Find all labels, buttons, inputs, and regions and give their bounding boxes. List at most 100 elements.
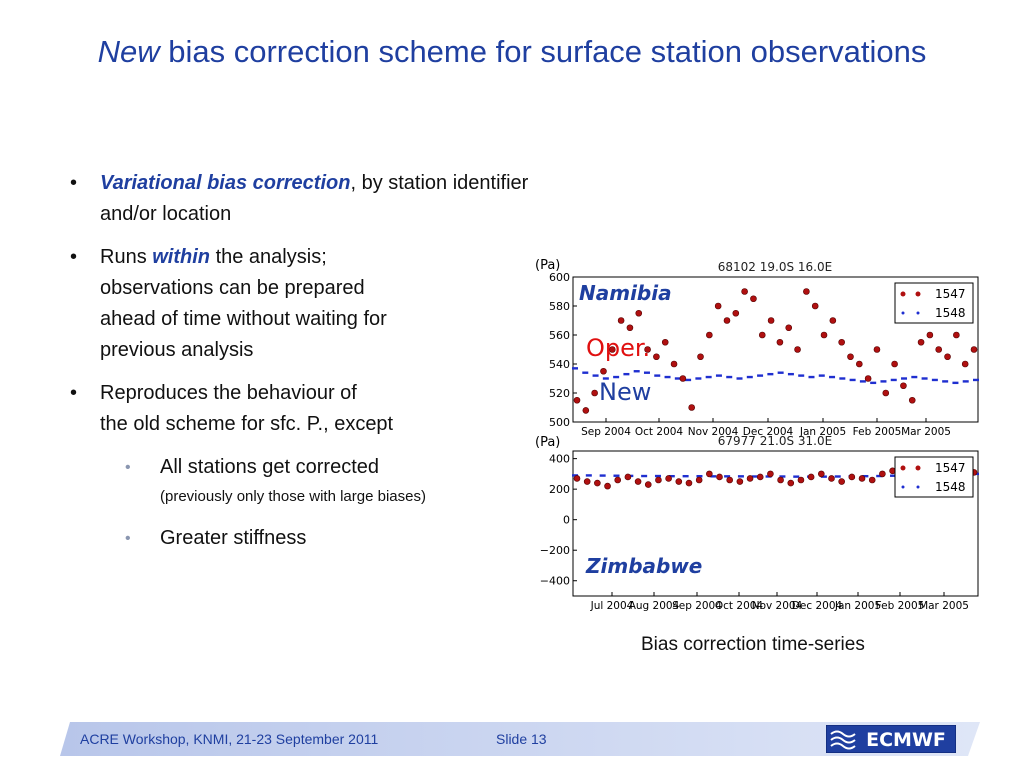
point-1548 [664, 375, 671, 379]
station-label: Zimbabwe [585, 554, 702, 578]
point-1548 [582, 371, 589, 374]
point-1547 [644, 481, 652, 488]
y-tick-label: 600 [549, 271, 570, 284]
point-1547 [829, 317, 837, 324]
point-1548 [715, 374, 722, 377]
point-1547 [675, 478, 683, 485]
point-1548 [901, 377, 908, 380]
x-tick-label: Oct 2004 [635, 426, 684, 438]
y-axis-ticks: 500 520 540 560 580 600 [549, 271, 577, 429]
subbullet-1-text: All stations get corrected [160, 456, 379, 478]
legend-marker-1547 [900, 291, 906, 297]
x-tick-label: Sep 2004 [672, 600, 722, 612]
point-1547 [736, 478, 744, 485]
point-1548 [818, 374, 825, 377]
point-1547 [873, 346, 881, 353]
legend-marker-1548 [916, 311, 920, 315]
chart-title: 68102 19.0S 16.0E [718, 260, 832, 274]
title-emphasis: New [97, 34, 160, 69]
x-tick-label: Mar 2005 [901, 426, 951, 438]
point-1547 [746, 475, 754, 482]
point-1547 [891, 360, 898, 368]
point-1548 [654, 374, 661, 377]
point-1548 [787, 372, 794, 376]
point-1547 [573, 396, 581, 404]
point-1548 [643, 371, 650, 374]
station-label: Namibia [579, 281, 672, 305]
plot-frame [572, 276, 979, 423]
title-rest: bias correction scheme for surface stati… [159, 34, 927, 69]
point-1547 [614, 476, 622, 484]
point-1547 [828, 475, 835, 482]
point-1548 [696, 474, 703, 478]
point-1547 [882, 389, 890, 397]
chart-title: 67977 21.0S 31.0E [718, 434, 832, 448]
legend-marker-1547 [915, 465, 921, 471]
legend-marker-1548 [901, 311, 905, 315]
subbullet-2-text: Greater stiffness [160, 527, 307, 549]
footer-band [60, 722, 980, 756]
point-1548 [623, 372, 630, 376]
legend-box [894, 456, 974, 498]
point-1548 [808, 375, 815, 379]
y-tick-label: −400 [540, 575, 570, 588]
point-1548 [911, 375, 918, 379]
point-1548 [685, 378, 692, 382]
x-tick-label: Nov 2004 [688, 426, 739, 438]
new-label: New [599, 378, 651, 406]
point-1547 [960, 467, 968, 475]
point-1548 [572, 474, 578, 477]
point-1547 [777, 476, 784, 484]
bullet-1-highlight: Variational bias correction [100, 172, 351, 194]
point-1548 [848, 475, 855, 478]
point-1548 [880, 380, 887, 383]
point-1548 [641, 474, 648, 478]
point-1547 [919, 469, 927, 476]
bullet-2-pre: Runs [100, 246, 153, 268]
point-1548 [973, 472, 979, 476]
x-tick-label: Mar 2005 [919, 600, 969, 612]
point-1547 [944, 353, 951, 361]
y-tick-label: 580 [549, 300, 570, 313]
point-1547 [732, 309, 740, 317]
point-1547 [929, 472, 937, 479]
point-1547 [935, 346, 943, 353]
legend: 1547 1548 [894, 456, 974, 498]
point-1548 [724, 475, 731, 478]
point-1547 [926, 331, 934, 339]
footer-slide-number: Slide 13 [496, 731, 547, 747]
point-1547 [726, 476, 733, 484]
point-1548 [859, 380, 866, 383]
point-1547 [626, 324, 634, 332]
subbullet-1-note: (previously only those with large biases… [160, 488, 426, 505]
legend-marker-1548 [916, 485, 920, 489]
point-1548 [572, 367, 578, 370]
point-1548 [834, 475, 841, 478]
point-1547 [716, 473, 723, 481]
point-1548 [633, 370, 640, 373]
point-1548 [931, 378, 938, 382]
data-points [572, 288, 979, 414]
footer: ACRE Workshop, KNMI, 21-23 September 201… [60, 722, 980, 756]
y-tick-label: −200 [540, 544, 570, 557]
y-tick-label: 500 [549, 416, 570, 429]
point-1547 [582, 407, 590, 414]
logo-waves-icon [830, 730, 856, 750]
point-1548 [585, 474, 592, 477]
point-1547 [665, 475, 672, 482]
bullet-2-line2: observations can be prepared [100, 277, 365, 299]
point-1547 [695, 476, 703, 484]
bullet-3-line2: the old scheme for sfc. P., except [100, 413, 394, 435]
legend-label-1547: 1547 [935, 287, 966, 301]
point-1547 [794, 346, 801, 353]
point-1547 [950, 470, 957, 478]
subbullet-dot: • [125, 530, 131, 547]
x-tick-label: Jan 2005 [799, 426, 846, 438]
point-1548 [870, 381, 877, 385]
point-1548 [654, 474, 661, 478]
point-1547 [679, 375, 687, 382]
point-1548 [705, 375, 712, 379]
legend-box [894, 282, 974, 324]
oper-label: Oper. [586, 334, 650, 362]
